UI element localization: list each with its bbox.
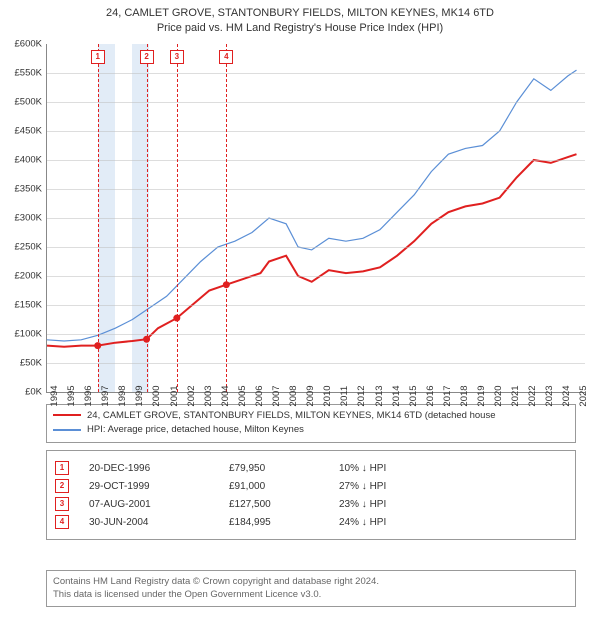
table-row: 4 30-JUN-2004£184,99524% ↓ HPI — [55, 515, 567, 529]
y-axis-label: £150K — [2, 300, 42, 311]
sale-marker-line — [147, 44, 148, 392]
y-axis-label: £50K — [2, 358, 42, 369]
sale-date: 29-OCT-1999 — [89, 481, 229, 492]
sales-table: 1 20-DEC-1996£79,95010% ↓ HPI 2 29-OCT-1999… — [46, 450, 576, 540]
x-axis-label: 2017 — [442, 385, 453, 406]
gridline — [47, 218, 585, 219]
sale-index-badge: 4 — [55, 515, 69, 529]
title-line-1: 24, CAMLET GROVE, STANTONBURY FIELDS, MI… — [0, 6, 600, 21]
x-axis-label: 1998 — [117, 385, 128, 406]
price-chart: 1 2 3 4 — [46, 44, 585, 393]
sale-price: £91,000 — [229, 481, 339, 492]
title-line-2: Price paid vs. HM Land Registry's House … — [0, 21, 600, 36]
x-axis-label: 2013 — [374, 385, 385, 406]
sale-marker-line — [226, 44, 227, 392]
legend-label-hpi: HPI: Average price, detached house, Milt… — [87, 424, 304, 435]
x-axis-label: 2018 — [459, 385, 470, 406]
sale-marker-line — [98, 44, 99, 392]
x-axis-label: 2022 — [527, 385, 538, 406]
legend-label-property: 24, CAMLET GROVE, STANTONBURY FIELDS, MI… — [87, 410, 495, 421]
x-axis-label: 2020 — [493, 385, 504, 406]
gridline — [47, 276, 585, 277]
x-axis-label: 2015 — [408, 385, 419, 406]
y-axis-label: £450K — [2, 126, 42, 137]
x-axis-label: 2000 — [151, 385, 162, 406]
x-axis-label: 2009 — [305, 385, 316, 406]
sale-marker-badge: 2 — [140, 50, 154, 64]
x-axis-label: 2001 — [169, 385, 180, 406]
gridline — [47, 102, 585, 103]
sale-delta: 10% ↓ HPI — [339, 463, 449, 474]
x-axis-label: 2008 — [288, 385, 299, 406]
y-axis-label: £550K — [2, 68, 42, 79]
sale-delta: 27% ↓ HPI — [339, 481, 449, 492]
sale-date: 30-JUN-2004 — [89, 517, 229, 528]
sale-date: 20-DEC-1996 — [89, 463, 229, 474]
y-axis-label: £400K — [2, 155, 42, 166]
x-axis-label: 2007 — [271, 385, 282, 406]
x-axis-label: 1994 — [49, 385, 60, 406]
legend-swatch-property — [53, 414, 81, 416]
footer-line-2: This data is licensed under the Open Gov… — [53, 588, 569, 601]
gridline — [47, 73, 585, 74]
legend-swatch-hpi — [53, 429, 81, 431]
gridline — [47, 160, 585, 161]
x-axis-label: 2003 — [203, 385, 214, 406]
footer: Contains HM Land Registry data © Crown c… — [46, 570, 576, 607]
y-axis-label: £300K — [2, 213, 42, 224]
sale-marker-line — [177, 44, 178, 392]
x-axis-label: 2016 — [425, 385, 436, 406]
y-axis-label: £0K — [2, 387, 42, 398]
x-axis-label: 1996 — [83, 385, 94, 406]
table-row: 2 29-OCT-1999£91,00027% ↓ HPI — [55, 479, 567, 493]
gridline — [47, 189, 585, 190]
table-row: 3 07-AUG-2001£127,50023% ↓ HPI — [55, 497, 567, 511]
sale-index-badge: 1 — [55, 461, 69, 475]
sale-marker-badge: 1 — [91, 50, 105, 64]
x-axis-label: 2002 — [186, 385, 197, 406]
x-axis-label: 2004 — [220, 385, 231, 406]
x-axis-label: 2012 — [356, 385, 367, 406]
legend: 24, CAMLET GROVE, STANTONBURY FIELDS, MI… — [46, 404, 576, 443]
sale-index-badge: 2 — [55, 479, 69, 493]
x-axis-label: 2011 — [339, 386, 350, 406]
x-axis-label: 2005 — [237, 385, 248, 406]
gridline — [47, 131, 585, 132]
x-axis-label: 1999 — [134, 385, 145, 406]
sale-price: £127,500 — [229, 499, 339, 510]
x-axis-label: 2021 — [510, 385, 521, 406]
x-axis-label: 2025 — [578, 385, 589, 406]
gridline — [47, 334, 585, 335]
gridline — [47, 363, 585, 364]
sale-marker-badge: 3 — [170, 50, 184, 64]
sale-date: 07-AUG-2001 — [89, 499, 229, 510]
footer-line-1: Contains HM Land Registry data © Crown c… — [53, 575, 569, 588]
y-axis-label: £200K — [2, 271, 42, 282]
x-axis-label: 2006 — [254, 385, 265, 406]
x-axis-label: 2019 — [476, 385, 487, 406]
x-axis-label: 2024 — [561, 385, 572, 406]
sale-price: £79,950 — [229, 463, 339, 474]
x-axis-label: 2023 — [544, 385, 555, 406]
sale-index-badge: 3 — [55, 497, 69, 511]
x-axis-label: 2014 — [391, 385, 402, 406]
series-blue — [47, 70, 577, 341]
sale-delta: 23% ↓ HPI — [339, 499, 449, 510]
gridline — [47, 247, 585, 248]
sale-delta: 24% ↓ HPI — [339, 517, 449, 528]
x-axis-label: 2010 — [322, 385, 333, 406]
chart-title: 24, CAMLET GROVE, STANTONBURY FIELDS, MI… — [0, 0, 600, 37]
table-row: 1 20-DEC-1996£79,95010% ↓ HPI — [55, 461, 567, 475]
x-axis-label: 1997 — [100, 385, 111, 406]
sale-price: £184,995 — [229, 517, 339, 528]
sale-marker-badge: 4 — [219, 50, 233, 64]
x-axis-label: 1995 — [66, 385, 77, 406]
y-axis-label: £500K — [2, 97, 42, 108]
y-axis-label: £100K — [2, 329, 42, 340]
y-axis-label: £600K — [2, 39, 42, 50]
gridline — [47, 305, 585, 306]
y-axis-label: £250K — [2, 242, 42, 253]
y-axis-label: £350K — [2, 184, 42, 195]
